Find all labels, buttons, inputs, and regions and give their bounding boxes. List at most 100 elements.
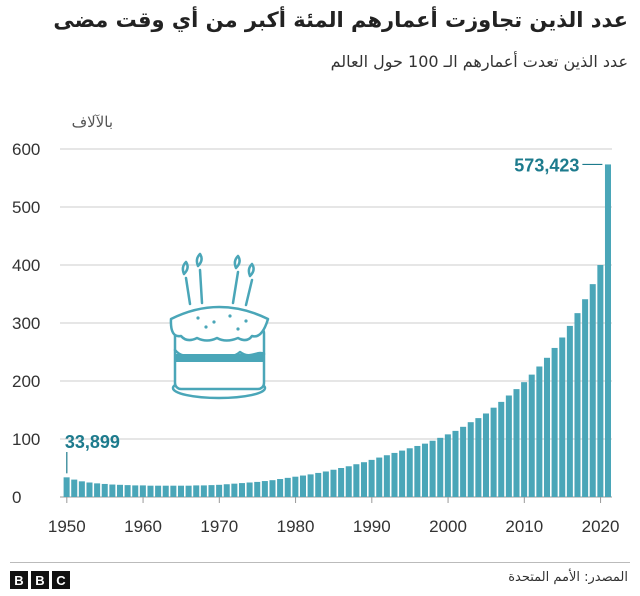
bar (124, 485, 131, 497)
bar (597, 265, 604, 497)
bar (536, 366, 543, 497)
bar (170, 485, 177, 497)
bar (437, 437, 444, 497)
bar (505, 395, 512, 497)
bar (223, 484, 230, 497)
bar (360, 462, 367, 497)
bar (353, 464, 360, 497)
bar (498, 401, 505, 497)
x-tick-label: 1960 (124, 517, 162, 536)
bar (345, 466, 352, 497)
bar (155, 485, 162, 497)
bar (231, 483, 238, 497)
bar (315, 472, 322, 497)
bar (566, 325, 573, 497)
bar-chart: بالآلاف 0 100 200 300 400 500 600 1950 1960 1970… (12, 114, 620, 536)
bar (162, 485, 169, 497)
bar (116, 484, 123, 497)
bar (521, 382, 528, 497)
bar (109, 484, 116, 497)
bar (330, 469, 337, 497)
bar (147, 485, 154, 497)
source-note: المصدر: الأمم المتحدة (508, 570, 628, 585)
x-tick-label: 1980 (277, 517, 315, 536)
bar (383, 455, 390, 497)
y-tick-label: 100 (12, 430, 40, 449)
bar (528, 374, 535, 497)
bar (475, 418, 482, 497)
bar (299, 475, 306, 497)
bar (71, 479, 78, 497)
bar (246, 482, 253, 497)
chart-title: عدد الذين تجاوزت أعمارهم المئة أكبر من أ… (53, 8, 628, 32)
bar (254, 481, 261, 497)
bar (421, 443, 428, 497)
bar (193, 485, 200, 497)
y-tick-label: 200 (12, 372, 40, 391)
bar (238, 483, 245, 497)
bar (139, 485, 146, 497)
x-tick-label: 1990 (353, 517, 391, 536)
bar (391, 452, 398, 497)
bar (284, 477, 291, 497)
bar (414, 445, 421, 497)
bar (589, 284, 596, 497)
x-tick-label: 2000 (429, 517, 467, 536)
bar (338, 468, 345, 497)
chart-subtitle: عدد الذين تعدت أعمارهم الـ 100 حول العال… (330, 52, 628, 71)
bar (582, 299, 589, 497)
bar (559, 337, 566, 497)
bar (429, 440, 436, 497)
x-tick-label: 2010 (505, 517, 543, 536)
x-tick-label: 1950 (48, 517, 86, 536)
y-tick-label: 600 (12, 140, 40, 159)
bar (551, 347, 558, 497)
bar (86, 482, 93, 497)
bar (574, 313, 581, 497)
bbc-logo: B B C (10, 571, 70, 589)
bar (177, 485, 184, 497)
bar (208, 485, 215, 497)
bar (490, 407, 497, 497)
annotation-label-1950: 33,899 (65, 432, 120, 452)
y-tick-label: 500 (12, 198, 40, 217)
bar (467, 422, 474, 497)
bar (63, 477, 70, 497)
bar (261, 481, 268, 497)
birthday-cake-icon (169, 252, 270, 400)
bar (482, 413, 489, 497)
y-tick-label: 400 (12, 256, 40, 275)
logo-letter: B (10, 571, 28, 589)
logo-letter: C (52, 571, 70, 589)
bar (101, 483, 108, 497)
bar (399, 450, 406, 497)
logo-letter: B (31, 571, 49, 589)
bar (444, 434, 451, 497)
bar (513, 389, 520, 497)
bar (78, 481, 85, 497)
y-tick-label: 0 (12, 488, 21, 507)
bar (452, 430, 459, 497)
bar (277, 479, 284, 497)
bar (216, 484, 223, 497)
footer-divider (10, 562, 630, 563)
bar (94, 483, 101, 497)
annotation-label-2021: 573,423 (514, 155, 579, 175)
bar (307, 474, 314, 497)
bar (460, 426, 467, 497)
bar (376, 457, 383, 497)
x-tick-label: 1970 (200, 517, 238, 536)
bar (292, 476, 299, 497)
bar (200, 485, 207, 497)
bar (269, 480, 276, 497)
bar (322, 471, 329, 497)
y-tick-label: 300 (12, 314, 40, 333)
bar (406, 448, 413, 497)
bar (604, 164, 611, 498)
bar (543, 357, 550, 497)
x-tick-label: 2020 (582, 517, 620, 536)
bar (368, 459, 375, 497)
bar (185, 485, 192, 497)
y-axis-unit-label: بالآلاف (72, 114, 113, 131)
bar (132, 485, 139, 497)
